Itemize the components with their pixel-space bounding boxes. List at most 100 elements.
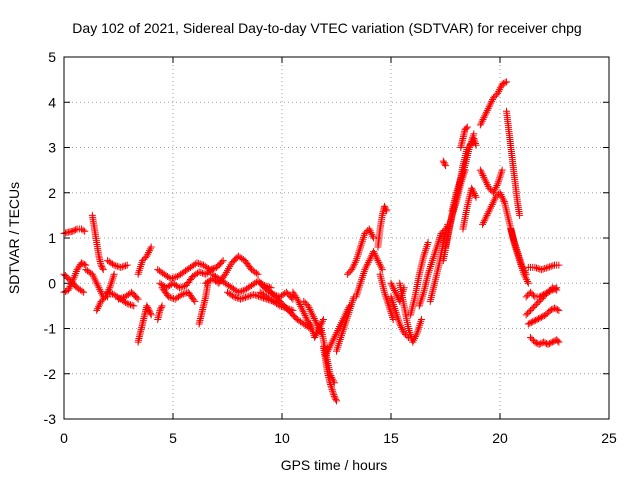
data-point [398, 325, 406, 333]
data-point [358, 239, 366, 247]
data-point [219, 257, 227, 265]
data-point [420, 250, 428, 258]
data-point [64, 286, 72, 294]
data-point [544, 340, 552, 348]
data-point [482, 179, 490, 187]
data-point [488, 201, 496, 209]
data-point [389, 315, 397, 323]
data-point [298, 306, 306, 314]
data-point [469, 188, 477, 196]
data-point [338, 330, 346, 338]
data-point [416, 300, 424, 308]
data-point [470, 136, 478, 144]
data-point [425, 266, 433, 274]
data-point [354, 287, 362, 295]
data-point [118, 263, 126, 271]
data-point [170, 295, 178, 303]
data-point [546, 263, 554, 271]
data-point [545, 340, 553, 348]
data-point [477, 168, 485, 176]
data-point [400, 329, 408, 337]
data-point [553, 286, 561, 294]
data-point [468, 184, 476, 192]
data-point [304, 302, 312, 310]
data-point [239, 287, 247, 295]
data-point [234, 288, 242, 296]
data-point [479, 220, 487, 228]
data-point [415, 302, 423, 310]
grid-lines [64, 57, 609, 419]
data-point [301, 299, 309, 307]
data-point [496, 189, 504, 197]
data-point [383, 207, 391, 215]
data-point [110, 261, 118, 269]
data-point [144, 305, 152, 313]
data-point [198, 261, 206, 269]
data-point [411, 333, 419, 341]
data-point [327, 382, 335, 390]
data-point [549, 262, 557, 270]
data-point [337, 332, 345, 340]
data-point [370, 248, 378, 256]
data-point [427, 261, 435, 269]
data-point [389, 283, 397, 291]
data-point [116, 295, 124, 303]
data-point [486, 206, 494, 214]
data-point [356, 243, 364, 251]
data-point [543, 290, 551, 298]
data-point [81, 227, 89, 235]
data-point [374, 257, 382, 265]
data-point [95, 284, 103, 292]
data-point [523, 277, 531, 285]
data-point [333, 347, 340, 355]
data-point [470, 190, 478, 198]
data-point [529, 291, 537, 299]
data-point [471, 138, 479, 146]
data-point [370, 234, 378, 242]
data-point [439, 157, 447, 165]
data-point [489, 94, 497, 102]
data-point [498, 192, 506, 200]
x-tick-label: 20 [492, 430, 508, 446]
data-point [308, 309, 316, 317]
data-point [97, 287, 105, 295]
data-point [302, 313, 310, 321]
data-point [333, 397, 340, 405]
data-point [382, 205, 390, 213]
data-point [497, 191, 505, 199]
data-point [425, 268, 433, 276]
data-point [327, 380, 335, 388]
data-point [415, 323, 423, 331]
data-point [418, 292, 426, 300]
data-point [109, 260, 117, 268]
data-point [521, 272, 529, 280]
data-point [537, 296, 545, 304]
data-point [177, 283, 185, 291]
data-point [79, 226, 87, 234]
data-point [350, 260, 358, 268]
data-point [135, 266, 143, 274]
data-point [463, 123, 471, 131]
data-point [232, 293, 240, 301]
x-tick-label: 5 [169, 430, 177, 446]
data-point [311, 334, 319, 342]
data-point [480, 173, 488, 181]
data-point [326, 379, 334, 387]
data-point [525, 308, 533, 316]
data-point [542, 311, 550, 319]
data-point [144, 303, 152, 311]
data-point [119, 293, 127, 301]
data-point [125, 300, 133, 308]
data-point [551, 285, 559, 293]
data-point [481, 215, 489, 223]
data-point [93, 306, 101, 314]
data-point [522, 293, 530, 301]
data-point [540, 293, 548, 301]
data-point [409, 338, 417, 346]
data-point [535, 340, 543, 348]
data-point [488, 97, 496, 105]
data-point [356, 245, 364, 253]
data-point [545, 287, 553, 295]
y-tick-label: 1 [48, 230, 56, 246]
